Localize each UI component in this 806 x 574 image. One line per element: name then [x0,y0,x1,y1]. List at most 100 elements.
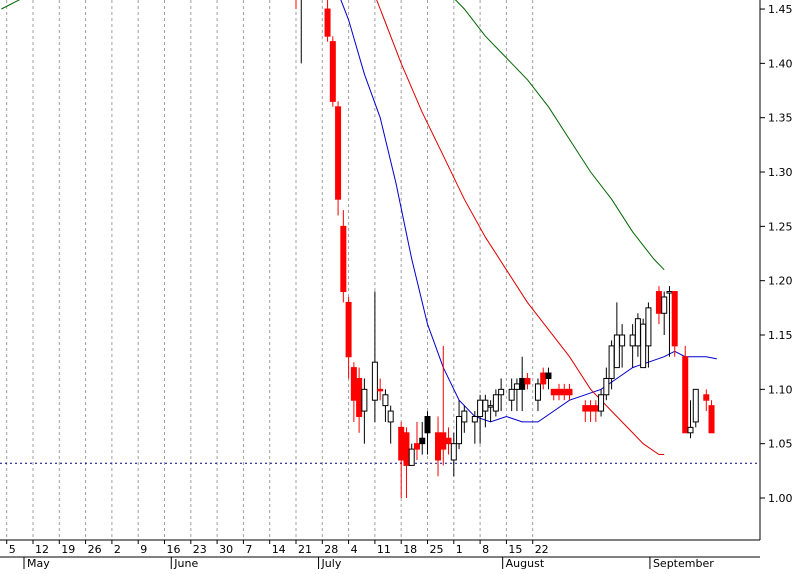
candle-body [456,416,463,445]
candle-body [382,394,389,407]
candle-body [513,383,520,390]
candle [513,378,520,412]
x-tick-label: 9 [140,543,147,556]
x-tick-label: 12 [35,543,49,556]
candle [598,389,605,417]
candle [671,291,678,357]
candle [634,313,641,357]
candle [661,291,668,336]
month-label: June [173,557,198,569]
candle-body [540,372,547,385]
candle-body [324,8,331,37]
y-tick-label: 1.00 [768,492,793,505]
candle [508,378,515,412]
candle [640,318,647,369]
candle [682,345,689,434]
candle [300,0,302,64]
candle [398,421,405,498]
candle [519,356,526,412]
candle-body [592,405,599,412]
candle [445,427,452,455]
candle [703,389,710,412]
candle [482,394,489,428]
x-tick-label: 16 [167,543,181,556]
x-tick-label: 14 [272,543,286,556]
x-tick-label: 8 [482,543,489,556]
candle-body [482,399,489,412]
x-tick-label: 19 [61,543,75,556]
candle [692,388,699,428]
candle [450,432,457,477]
candle [582,400,589,422]
candle-body [608,345,615,379]
candle-body [345,301,352,358]
candle-body [424,416,431,434]
candle [419,421,426,455]
candle-body [640,323,647,369]
candle [461,405,468,433]
x-tick-label: 2 [114,543,121,556]
candle-body [377,388,384,392]
month-label: May [27,557,50,569]
candle-body [629,334,636,347]
candle [387,405,394,444]
candle [377,378,384,401]
candle [487,400,494,422]
candle-body [413,443,420,450]
y-tick-label: 1.15 [768,329,793,342]
candle [424,411,431,455]
candle [655,286,662,325]
candle [545,367,552,390]
x-tick-label: 22 [535,543,549,556]
candle-body [598,394,605,412]
candle [687,400,694,439]
x-tick-label: 4 [351,543,358,556]
candle [540,367,547,390]
month-label: August [506,557,545,569]
x-tick-label: 5 [9,543,16,556]
candle-body [566,388,573,396]
candle [603,367,610,401]
candle [708,400,715,434]
candle-body [350,367,357,401]
month-label: July [321,557,342,569]
candle-body [534,383,541,401]
candle [619,324,626,368]
month-labels: May June July August September [23,557,714,570]
candle-body [619,334,626,347]
candle-body [340,225,347,293]
candle-body [398,426,405,461]
candle [492,389,499,417]
x-tick-label: 25 [430,543,444,556]
candle-body [587,405,594,412]
candle [340,210,347,303]
candle-body [440,432,447,450]
candles [295,0,715,498]
candle [498,378,505,412]
candle-body [645,307,652,347]
candle [329,36,336,107]
candle-body [671,291,678,347]
candle [382,389,389,422]
moving-average-line [1,0,665,271]
candle-body [582,405,589,412]
candle-body [661,296,668,314]
candle [550,388,557,401]
candle-body [613,334,620,369]
candle-body [524,377,531,385]
candle-body [461,410,468,423]
x-tick-label: 21 [298,543,312,556]
month-label: September [653,557,714,569]
candle [295,0,297,10]
y-tick-label: 1.25 [768,220,793,233]
y-tick-label: 1.30 [768,166,793,179]
candle [561,383,568,401]
candle-body [487,405,494,408]
candle [534,378,541,412]
candle-body [450,443,457,461]
candle [413,421,420,460]
candle [556,383,562,401]
candle-body [545,372,552,379]
candle-body [550,388,557,396]
